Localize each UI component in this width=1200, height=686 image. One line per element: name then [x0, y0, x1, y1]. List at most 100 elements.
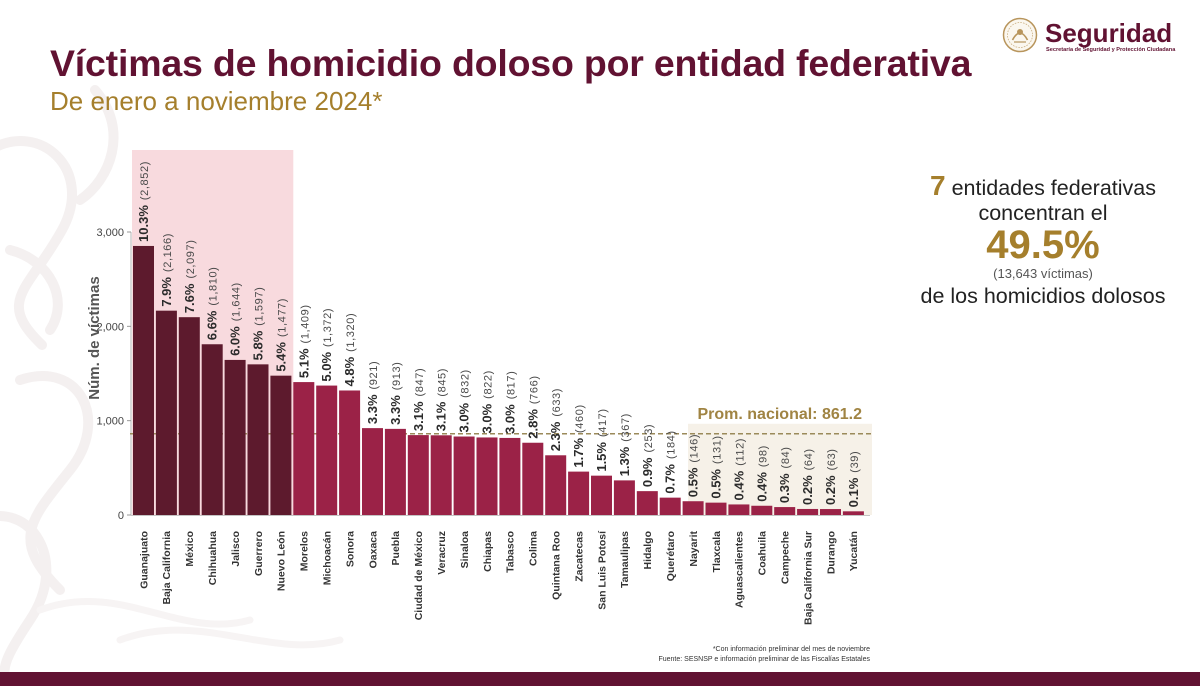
- count-label: (84): [780, 446, 792, 468]
- value-label-baja-california-sur: 0.2% (64): [800, 448, 815, 505]
- bar-oaxaca: [362, 428, 383, 515]
- bar-tamaulipas: [613, 480, 635, 515]
- percent-label: 7.6%: [182, 283, 197, 313]
- bar-guerrero: [247, 364, 269, 515]
- bar-baja-california-sur: [797, 508, 819, 515]
- value-labels: 10.3% (2,852) 7.9% (2,166) 7.6% (2,097) 6.6% (1…: [136, 161, 861, 507]
- percent-label: 3.0%: [502, 404, 517, 434]
- bar-san-luis-potosi: [591, 475, 612, 515]
- count-label: (39): [849, 451, 861, 473]
- category-label-baja-california: Baja California: [161, 531, 173, 605]
- count-label: (253): [643, 424, 655, 453]
- percent-label: 10.3%: [136, 205, 151, 242]
- summary-line-1: 7 entidades federativas: [893, 172, 1193, 202]
- bar-yucatan: [842, 511, 864, 515]
- summary-percent: 49.5%: [986, 223, 1100, 267]
- bar-sonora: [339, 390, 361, 515]
- y-axis: 0 1,000 2,000 3,000: [96, 227, 132, 522]
- value-label-guanajuato: 10.3% (2,852): [136, 161, 151, 242]
- percent-label: 1.7%: [571, 438, 586, 468]
- count-label: (1,372): [322, 308, 334, 347]
- percent-label: 0.4%: [754, 472, 769, 502]
- percent-label: 7.9%: [159, 277, 174, 307]
- value-label-queretaro: 0.7% (184): [663, 430, 678, 493]
- category-label-morelos: Morelos: [299, 531, 311, 571]
- percent-label: 3.1%: [434, 401, 449, 431]
- bar-sinaloa: [453, 436, 475, 515]
- percent-label: 0.3%: [777, 473, 792, 503]
- category-label-sonora: Sonora: [344, 531, 356, 567]
- count-label: (131): [712, 435, 724, 464]
- category-label-michoacan: Michoacán: [322, 531, 334, 585]
- count-label: (913): [391, 362, 403, 391]
- count-label: (1,810): [208, 267, 220, 306]
- category-label-quintana-roo: Quintana Roo: [551, 531, 563, 600]
- bar-tabasco: [499, 437, 521, 515]
- category-label-guanajuato: Guanajuato: [138, 531, 150, 589]
- value-label-nayarit: 0.5% (146): [686, 434, 701, 497]
- category-label-nuevo-leon: Nuevo León: [276, 531, 288, 591]
- category-label-tabasco: Tabasco: [505, 531, 517, 573]
- value-label-oaxaca: 3.3% (921): [365, 361, 380, 424]
- category-labels: Guanajuato Baja California México Chihuahua…: [138, 530, 860, 625]
- category-label-chihuahua: Chihuahua: [207, 531, 219, 585]
- value-label-campeche: 0.3% (84): [777, 446, 792, 503]
- count-label: (845): [437, 368, 449, 397]
- value-label-veracruz: 3.1% (845): [434, 368, 449, 431]
- count-label: (2,166): [162, 233, 174, 272]
- average-label: Prom. nacional: 861.2: [697, 406, 862, 423]
- count-label: (112): [734, 438, 746, 466]
- bar-durango: [820, 509, 841, 515]
- count-label: (822): [483, 370, 495, 399]
- percent-label: 0.9%: [640, 457, 655, 487]
- bar-mexico: [178, 317, 200, 515]
- category-label-durango: Durango: [825, 531, 837, 574]
- value-label-chiapas: 3.0% (822): [480, 370, 495, 433]
- percent-label: 6.0%: [228, 326, 243, 356]
- value-label-san-luis-potosi: 1.5% (417): [594, 408, 609, 471]
- y-tick-label: 2,000: [96, 321, 124, 333]
- percent-label: 0.4%: [731, 470, 746, 500]
- category-label-sinaloa: Sinaloa: [459, 531, 471, 569]
- category-label-oaxaca: Oaxaca: [367, 531, 379, 569]
- percent-label: 0.1%: [846, 477, 861, 507]
- percent-label: 2.3%: [548, 421, 563, 451]
- percent-label: 5.1%: [296, 348, 311, 378]
- summary-victims: (13,643 víctimas): [993, 266, 1093, 281]
- value-label-quintana-roo: 2.3% (633): [548, 388, 563, 451]
- bar-campeche: [774, 507, 796, 515]
- value-label-sonora: 4.8% (1,320): [342, 313, 357, 387]
- count-label: (367): [620, 413, 632, 442]
- percent-label: 5.4%: [273, 342, 288, 372]
- percent-label: 5.8%: [251, 330, 266, 360]
- bar-zacatecas: [568, 471, 590, 515]
- percent-label: 0.2%: [823, 475, 838, 505]
- count-label: (63): [826, 448, 838, 470]
- logo-agency: Secretaría de Seguridad y Protección Ciu…: [1046, 47, 1176, 53]
- value-label-hidalgo: 0.9% (253): [640, 424, 655, 487]
- bar-aguascalientes: [728, 504, 750, 515]
- count-label: (1,409): [299, 304, 311, 343]
- percent-label: 3.1%: [411, 401, 426, 431]
- bar-quintana-roo: [545, 455, 567, 515]
- count-label: (184): [666, 430, 678, 459]
- percent-label: 0.5%: [686, 467, 701, 497]
- percent-label: 6.6%: [205, 310, 220, 340]
- count-label: (417): [597, 408, 609, 437]
- bar-nuevo-leon: [270, 375, 292, 515]
- count-label: (1,477): [276, 298, 288, 337]
- bar-jalisco: [224, 359, 246, 515]
- value-label-sinaloa: 3.0% (832): [457, 369, 472, 432]
- percent-label: 5.0%: [319, 352, 334, 382]
- category-label-hidalgo: Hidalgo: [642, 531, 654, 570]
- count-label: (1,320): [345, 313, 357, 352]
- bars: [133, 245, 864, 515]
- category-label-chiapas: Chiapas: [482, 531, 494, 572]
- category-label-baja-california-sur: Baja California Sur: [802, 531, 814, 625]
- value-label-jalisco: 6.0% (1,644): [228, 282, 243, 356]
- bar-colima: [522, 442, 544, 515]
- bar-queretaro: [659, 497, 681, 515]
- percent-label: 1.3%: [617, 446, 632, 476]
